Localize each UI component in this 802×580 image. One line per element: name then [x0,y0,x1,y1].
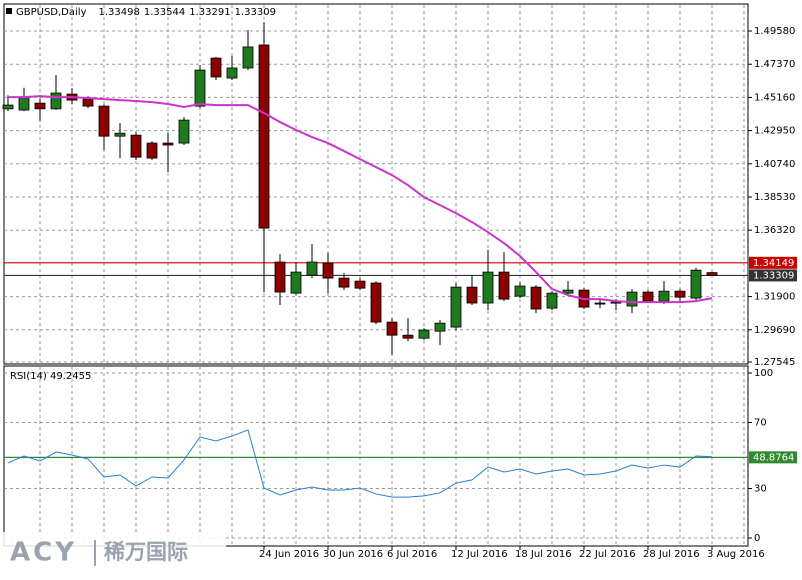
y-tick-label: 1.42950 [754,126,795,137]
candle-body [482,271,494,304]
symbol-icon [6,8,12,14]
header-value: 1.33544 [144,7,185,18]
candle-body [2,104,14,110]
level-label-bg [749,256,797,269]
x-tick-label: 12 Jul 2016 [451,549,508,560]
candle-body [98,105,110,137]
watermark-name: 稀万国际 [104,540,188,564]
candle-body [306,261,318,276]
price-panel [3,3,749,365]
x-tick-label: 18 Jul 2016 [515,549,572,560]
candle-body [226,67,238,79]
candle-body [498,271,510,300]
candle-body [50,92,62,110]
header-value: 1.33309 [235,7,276,18]
x-tick-label: 24 Jun 2016 [259,549,319,560]
y-tick-label: 1.36320 [754,225,795,236]
x-tick-label: 6 Jul 2016 [387,549,437,560]
x-tick-label: 3 Aug 2016 [707,549,765,560]
candle-body [626,291,638,307]
y-tick-label: 1.47370 [754,59,795,70]
y-tick-label: 30 [754,484,767,495]
candle-body [658,290,670,302]
moving-average-line [8,95,713,304]
candle-body [434,322,446,332]
chart-header: GBPUSD,Daily 1.33498 1.33544 1.33291 1.33309 [16,7,276,18]
y-tick-label: 100 [754,368,773,379]
rsi-line [7,429,713,498]
level-label: 1.34149 [753,258,794,269]
y-tick-label: 0 [754,533,760,544]
candle-body [546,292,558,309]
y-tick-label: 1.38530 [754,192,795,203]
candle-body [514,285,526,297]
candle-body [82,98,94,107]
candle-body [594,302,606,305]
watermark-bg [0,532,226,576]
candle-body [354,280,366,289]
candle-body [690,269,702,299]
level-label: 48.8764 [753,452,794,463]
level-label-bg [749,269,797,282]
candle-body [418,329,430,339]
candle-body [562,289,574,294]
candle-body [18,96,30,111]
candle-body [322,262,334,279]
candle-body [338,277,350,288]
y-tick-label: 1.45160 [754,92,795,103]
y-tick-label: 1.49580 [754,26,795,37]
y-tick-label: 1.40740 [754,159,795,170]
candle-body [178,119,190,144]
candle-body [674,290,686,298]
header-value: 1.33291 [189,7,230,18]
candle-body [210,57,222,78]
candle-body [706,272,718,276]
chart-title: GBPUSD,Daily [16,7,87,18]
candle-body [258,44,270,229]
candle-body [370,282,382,323]
rsi-panel [3,365,749,547]
candle-body [290,271,302,294]
candle-body [130,134,142,158]
y-tick-label: 1.31900 [754,292,795,303]
y-tick-label: 70 [754,418,767,429]
candle-body [34,102,46,110]
candle-body [450,286,462,328]
x-tick-label: 28 Jul 2016 [643,549,700,560]
candle-body [610,301,622,304]
rsi-title: RSI(14) 49.2455 [10,371,91,382]
candle-body [274,261,286,293]
level-label-bg [749,451,797,464]
labels: GBPUSD,Daily 1.33498 1.33544 1.33291 1.33309… [6,7,797,560]
candle-body [194,69,206,107]
candle-body [146,142,158,159]
candle-body [530,286,542,310]
header-value: 1.33498 [99,7,140,18]
candle-body [386,321,398,336]
watermark-brand: ACY [10,538,77,568]
grid [4,5,752,550]
y-tick-label: 1.27545 [754,357,795,368]
candle-body [642,291,654,302]
marks [2,22,748,498]
x-tick-label: 22 Jul 2016 [579,549,636,560]
candle-body [466,286,478,304]
candle-body [402,334,414,339]
x-tick-label: 30 Jun 2016 [323,549,383,560]
candle-body [162,142,174,146]
y-tick-label: 1.29690 [754,325,795,336]
candle-body [242,46,254,69]
watermark: ACY 稀万国际 [0,532,226,576]
level-label: 1.33309 [753,270,794,281]
candle-body [114,132,126,137]
